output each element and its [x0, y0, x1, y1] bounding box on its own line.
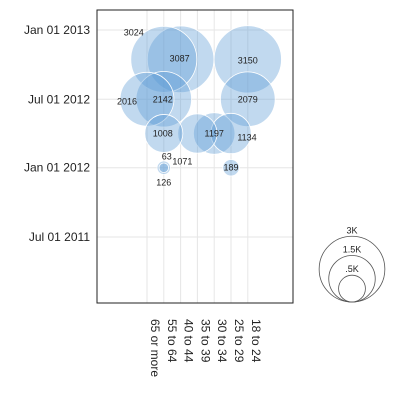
bubble-value-label: 189 [223, 163, 238, 173]
bubble-value-label: 1134 [237, 133, 256, 143]
bubble-value-label: 2016 [117, 96, 137, 106]
bubble-value-label: 1008 [153, 129, 173, 139]
legend-label: 1.5K [343, 245, 362, 255]
y-tick-label: Jul 01 2012 [28, 92, 90, 106]
bubble [130, 25, 198, 93]
y-tick-label: Jan 01 2013 [24, 23, 90, 37]
bubble [158, 162, 169, 173]
bubble [135, 71, 192, 128]
plot-frame [96, 9, 294, 304]
bubble [119, 71, 175, 127]
y-tick-label: Jan 01 2012 [24, 161, 90, 175]
x-tick-label: 30 to 34 [215, 319, 229, 363]
bubble [210, 112, 252, 155]
legend-label: .5K [345, 264, 359, 274]
x-axis: 65 or more 55 to 64 40 to 44 35 to 39 30 to … [148, 319, 263, 377]
x-tick-label: 40 to 44 [182, 319, 196, 363]
bubble [222, 159, 240, 177]
x-tick-label: 55 to 64 [165, 319, 179, 363]
bubble [144, 114, 184, 153]
grid-lines [97, 10, 293, 303]
bubble [177, 113, 218, 154]
bubble-value-label: 126 [156, 178, 171, 188]
y-axis: Jan 01 2013 Jul 01 2012 Jan 01 2012 Jul 01 … [24, 23, 90, 244]
x-tick-label: 65 or more [148, 319, 162, 377]
size-legend: 3K 1.5K .5K [318, 225, 386, 303]
bubble-value-label: 2142 [153, 94, 173, 104]
bubble [193, 112, 236, 155]
legend-circle [338, 274, 366, 303]
x-tick-label: 35 to 39 [198, 319, 212, 363]
x-tick-label: 25 to 29 [232, 319, 246, 363]
bubbles [119, 25, 282, 177]
bubble-value-label: 3087 [170, 53, 190, 63]
y-tick-label: Jul 01 2011 [29, 230, 90, 244]
bubble-value-label: 1197 [205, 129, 224, 139]
bubble-value-label: 2079 [238, 94, 258, 104]
bubble [220, 71, 276, 128]
legend-circle [328, 255, 376, 303]
bubble-value-label: 3150 [238, 55, 258, 65]
legend-label: 3K [346, 225, 357, 235]
x-tick-label: 18 to 24 [249, 319, 263, 363]
bubble-labels: 3024 3087 3150 2016 2142 2079 1008 1071 1197 1134… [117, 27, 258, 187]
bubble [146, 25, 215, 94]
bubble-value-label: 1071 [172, 157, 192, 167]
bubble-value-label: 3024 [124, 27, 144, 37]
bubble-value-label: 63 [162, 152, 172, 162]
